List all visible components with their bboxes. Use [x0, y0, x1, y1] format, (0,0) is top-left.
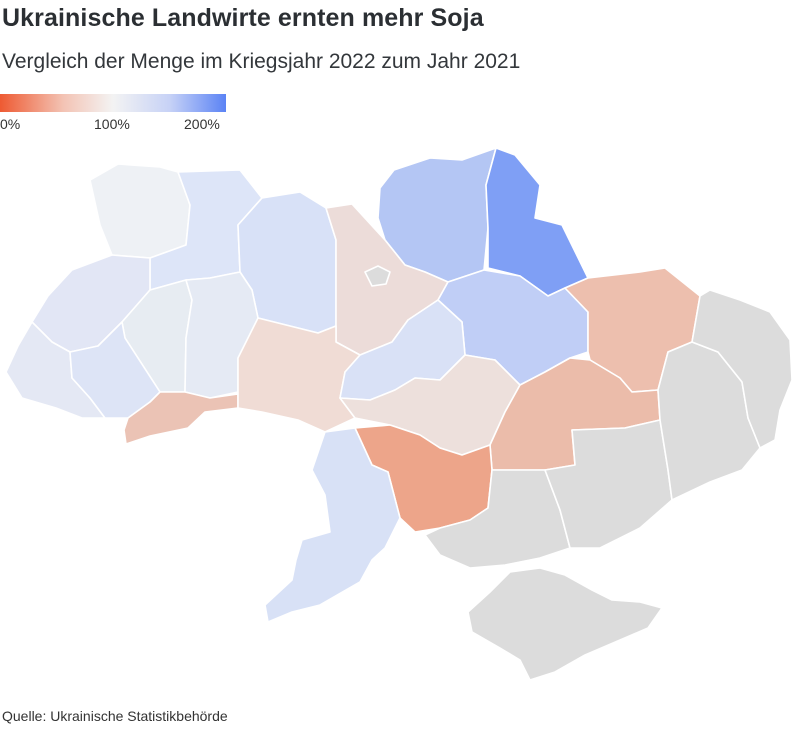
- region-crimea[interactable]: [467, 567, 663, 681]
- region-luhansk[interactable]: [691, 289, 793, 449]
- legend-gradient-bar: [0, 94, 226, 112]
- region-odesa[interactable]: [264, 427, 401, 623]
- chart-title: Ukrainische Landwirte ernten mehr Soja: [2, 4, 484, 32]
- chart-subtitle: Vergleich der Menge im Kriegsjahr 2022 z…: [2, 50, 521, 73]
- legend-label-mid: 100%: [94, 116, 130, 132]
- ukraine-map: [5, 147, 793, 681]
- region-volyn[interactable]: [89, 163, 191, 259]
- legend-label-min: 0%: [0, 116, 21, 132]
- region-kyiv-city[interactable]: [364, 265, 391, 287]
- legend-label-max: 200%: [184, 116, 220, 132]
- color-legend: 0% 100% 200%: [0, 94, 230, 134]
- source-note: Quelle: Ukrainische Statistikbehörde: [2, 708, 228, 724]
- region-zakarpattia[interactable]: [5, 321, 106, 419]
